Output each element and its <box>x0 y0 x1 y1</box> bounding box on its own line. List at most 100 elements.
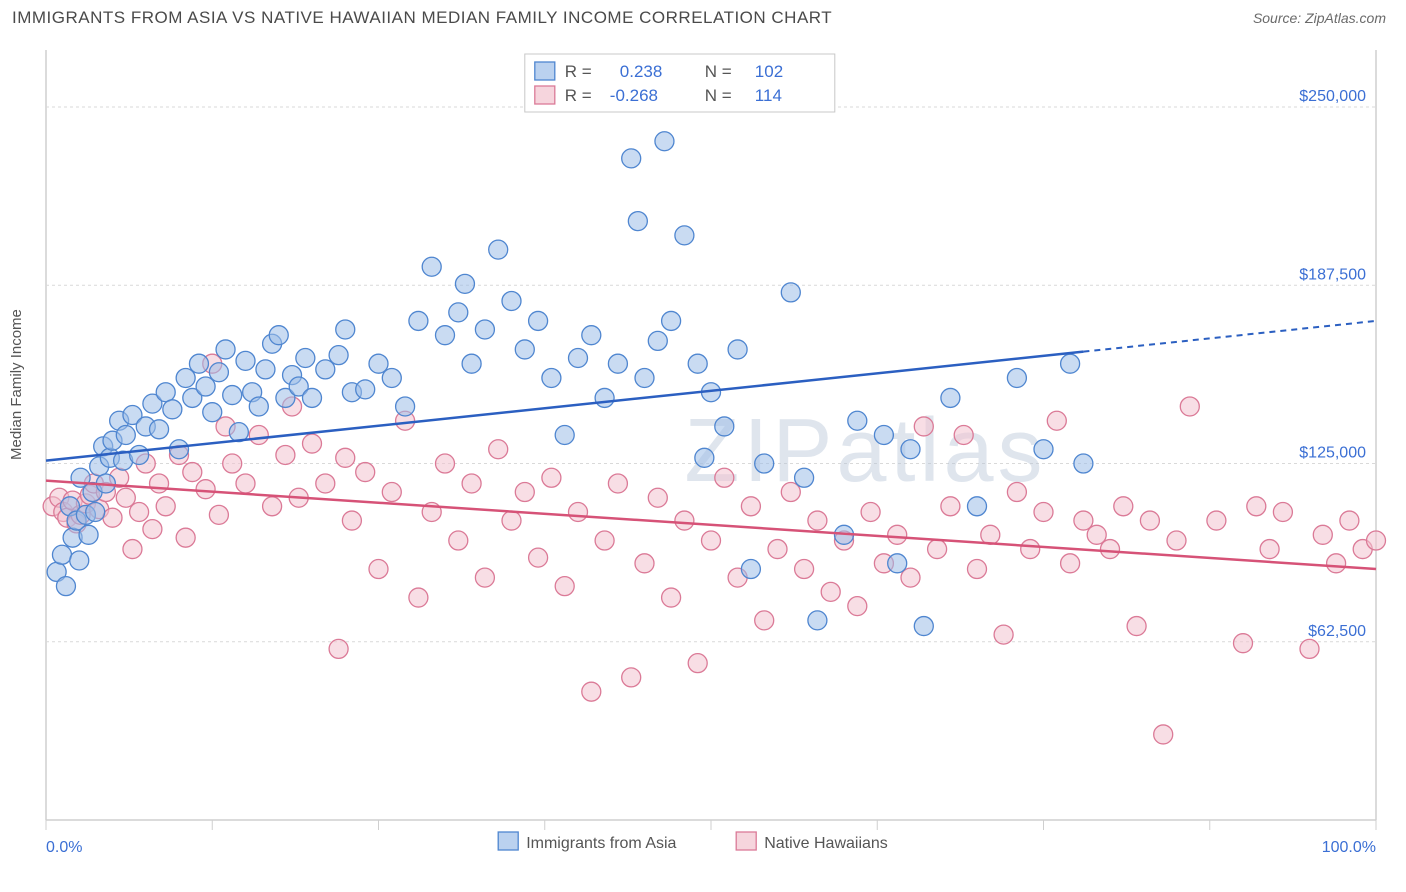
point-series-b <box>183 463 202 482</box>
point-series-a <box>56 577 75 596</box>
point-series-a <box>436 326 455 345</box>
point-series-a <box>608 354 627 373</box>
point-series-b <box>462 474 481 493</box>
point-series-b <box>635 554 654 573</box>
point-series-a <box>236 351 255 370</box>
point-series-b <box>316 474 335 493</box>
point-series-b <box>808 511 827 530</box>
point-series-a <box>888 554 907 573</box>
point-series-a <box>874 426 893 445</box>
point-series-a <box>462 354 481 373</box>
point-series-b <box>555 577 574 596</box>
point-series-a <box>662 311 681 330</box>
point-series-b <box>356 463 375 482</box>
x-axis-right-label: 100.0% <box>1322 839 1376 856</box>
point-series-b <box>1313 525 1332 544</box>
legend-n-value-b: 114 <box>755 86 782 105</box>
point-series-a <box>86 503 105 522</box>
point-series-a <box>356 380 375 399</box>
point-series-b <box>276 445 295 464</box>
point-series-a <box>688 354 707 373</box>
point-series-a <box>336 320 355 339</box>
point-series-a <box>79 525 98 544</box>
point-series-b <box>342 511 361 530</box>
point-series-b <box>928 540 947 559</box>
point-series-b <box>449 531 468 550</box>
point-series-a <box>329 346 348 365</box>
point-series-a <box>781 283 800 302</box>
point-series-b <box>595 531 614 550</box>
point-series-a <box>529 311 548 330</box>
legend-swatch-b <box>535 86 555 104</box>
point-series-b <box>795 560 814 579</box>
point-series-b <box>981 525 1000 544</box>
point-series-a <box>635 368 654 387</box>
point-series-b <box>489 440 508 459</box>
point-series-a <box>648 331 667 350</box>
point-series-b <box>569 503 588 522</box>
point-series-a <box>695 448 714 467</box>
point-series-b <box>1114 497 1133 516</box>
point-series-b <box>954 426 973 445</box>
point-series-b <box>150 474 169 493</box>
point-series-a <box>256 360 275 379</box>
legend-n-label: N = <box>705 86 732 105</box>
legend-swatch-a <box>535 62 555 80</box>
legend-r-value-b: -0.268 <box>610 86 658 105</box>
point-series-b <box>209 505 228 524</box>
point-series-a <box>170 440 189 459</box>
point-series-b <box>1007 483 1026 502</box>
point-series-b <box>715 468 734 487</box>
point-series-b <box>1167 531 1186 550</box>
point-series-b <box>994 625 1013 644</box>
point-series-b <box>409 588 428 607</box>
point-series-b <box>223 454 242 473</box>
point-series-b <box>768 540 787 559</box>
point-series-b <box>755 611 774 630</box>
header-bar: IMMIGRANTS FROM ASIA VS NATIVE HAWAIIAN … <box>0 0 1406 36</box>
point-series-b <box>475 568 494 587</box>
point-series-a <box>901 440 920 459</box>
point-series-b <box>436 454 455 473</box>
point-series-a <box>914 617 933 636</box>
correlation-scatter-chart: $62,500$125,000$187,500$250,000ZIPatlasR… <box>0 40 1406 892</box>
point-series-b <box>236 474 255 493</box>
point-series-a <box>542 368 561 387</box>
point-series-a <box>968 497 987 516</box>
point-series-b <box>123 540 142 559</box>
point-series-a <box>409 311 428 330</box>
point-series-a <box>116 426 135 445</box>
point-series-b <box>1180 397 1199 416</box>
point-series-a <box>156 383 175 402</box>
point-series-a <box>728 340 747 359</box>
x-axis-left-label: 0.0% <box>46 839 82 856</box>
point-series-a <box>163 400 182 419</box>
point-series-b <box>130 503 149 522</box>
point-series-a <box>189 354 208 373</box>
point-series-a <box>755 454 774 473</box>
chart-title: IMMIGRANTS FROM ASIA VS NATIVE HAWAIIAN … <box>12 8 832 28</box>
point-series-a <box>382 368 401 387</box>
point-series-b <box>176 528 195 547</box>
point-series-a <box>555 426 574 445</box>
bottom-legend-swatch <box>498 832 518 850</box>
point-series-b <box>1367 531 1386 550</box>
point-series-b <box>156 497 175 516</box>
point-series-b <box>821 582 840 601</box>
point-series-a <box>150 420 169 439</box>
point-series-b <box>1101 540 1120 559</box>
point-series-b <box>741 497 760 516</box>
point-series-b <box>336 448 355 467</box>
point-series-b <box>648 488 667 507</box>
source-prefix: Source: <box>1253 10 1305 26</box>
point-series-b <box>1247 497 1266 516</box>
point-series-b <box>1034 503 1053 522</box>
point-series-b <box>369 560 388 579</box>
point-series-b <box>1047 411 1066 430</box>
point-series-a <box>130 445 149 464</box>
point-series-b <box>1154 725 1173 744</box>
point-series-b <box>1300 639 1319 658</box>
point-series-b <box>608 474 627 493</box>
point-series-b <box>582 682 601 701</box>
point-series-b <box>1061 554 1080 573</box>
